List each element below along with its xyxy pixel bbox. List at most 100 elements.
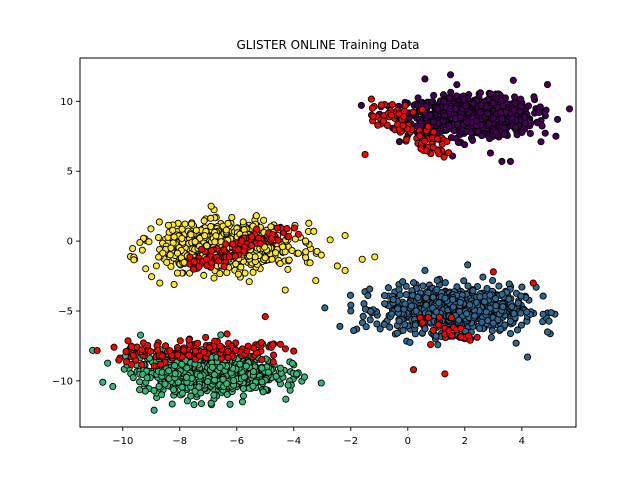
data-point-series-4 [154, 233, 163, 242]
points-layer [89, 71, 574, 414]
data-point-series-1 [524, 102, 533, 110]
data-point-series-1 [512, 123, 520, 131]
data-point-series-4 [164, 221, 173, 229]
data-point-series-5 [93, 346, 101, 355]
data-point-series-1 [498, 157, 506, 165]
data-point-series-5 [430, 128, 438, 136]
data-point-series-2 [433, 276, 441, 284]
data-point-series-2 [498, 290, 506, 298]
data-point-series-4 [251, 253, 259, 261]
data-point-series-2 [402, 291, 410, 299]
data-point-series-1 [511, 93, 519, 101]
data-point-series-1 [500, 124, 509, 132]
data-point-series-2 [514, 299, 522, 307]
data-point-series-5 [225, 253, 234, 261]
data-point-series-4 [276, 259, 284, 268]
data-point-series-1 [451, 115, 460, 123]
data-point-series-2 [386, 323, 394, 331]
data-point-series-5 [202, 333, 210, 341]
data-point-series-3 [129, 374, 137, 382]
data-point-series-1 [508, 115, 516, 123]
x-tick-label: −6 [229, 436, 244, 447]
data-point-series-1 [452, 134, 460, 143]
data-point-series-4 [142, 265, 150, 273]
y-tick-label: −10 [52, 376, 73, 387]
data-point-series-5 [138, 346, 146, 354]
data-point-series-3 [204, 378, 212, 386]
data-point-series-5 [269, 341, 277, 349]
data-point-series-5 [379, 117, 388, 125]
data-point-series-1 [509, 76, 517, 84]
data-point-series-1 [510, 106, 518, 114]
data-point-series-4 [306, 259, 314, 267]
data-point-series-2 [388, 310, 396, 318]
data-point-series-2 [399, 278, 407, 286]
data-point-series-5 [290, 224, 298, 232]
data-point-series-5 [273, 224, 282, 232]
data-point-series-1 [454, 120, 462, 129]
data-point-series-5 [220, 262, 228, 271]
data-point-series-5 [231, 252, 239, 260]
data-point-series-5 [190, 258, 198, 266]
data-point-series-3 [155, 382, 163, 391]
data-point-series-5 [294, 230, 302, 238]
data-point-series-2 [441, 279, 449, 287]
data-point-series-1 [460, 95, 468, 103]
data-point-series-3 [183, 373, 191, 381]
data-point-series-4 [191, 238, 199, 246]
data-point-series-3 [259, 388, 267, 396]
data-point-series-2 [517, 292, 525, 300]
data-point-series-2 [389, 296, 397, 304]
data-point-series-1 [516, 108, 524, 116]
data-point-series-4 [136, 238, 144, 247]
data-point-series-5 [268, 234, 276, 243]
data-point-series-5 [377, 101, 386, 109]
data-point-series-2 [512, 339, 520, 347]
data-point-series-3 [236, 360, 244, 368]
data-point-series-2 [456, 298, 464, 306]
y-tick-label: 5 [67, 167, 73, 178]
data-point-series-2 [488, 327, 496, 335]
data-point-series-4 [173, 249, 182, 257]
data-point-series-4 [207, 202, 215, 210]
data-point-series-4 [138, 246, 146, 254]
data-point-series-4 [155, 218, 163, 226]
data-point-series-5 [424, 123, 432, 131]
data-point-series-3 [282, 395, 290, 403]
data-point-series-5 [387, 111, 395, 119]
data-point-series-4 [216, 270, 224, 278]
data-point-series-2 [523, 308, 531, 316]
data-point-series-2 [401, 300, 409, 308]
data-point-series-5 [129, 351, 137, 359]
data-point-series-2 [411, 321, 419, 329]
data-point-series-5 [269, 358, 277, 366]
data-point-series-4 [147, 225, 155, 233]
data-point-series-1 [453, 81, 461, 89]
data-point-series-5 [247, 242, 256, 250]
data-point-series-1 [467, 128, 475, 137]
data-point-series-2 [518, 283, 526, 291]
data-point-series-3 [104, 359, 112, 367]
data-point-series-2 [455, 316, 463, 324]
data-point-series-3 [208, 363, 216, 371]
data-point-series-5 [110, 343, 118, 351]
data-point-series-4 [285, 256, 293, 264]
data-point-series-3 [136, 386, 144, 394]
data-point-series-2 [359, 312, 367, 320]
data-point-series-4 [156, 279, 164, 287]
data-point-series-5 [229, 240, 237, 248]
data-point-series-5 [409, 108, 417, 116]
data-point-series-2 [495, 282, 503, 290]
data-point-series-4 [294, 249, 302, 257]
data-point-series-4 [192, 226, 200, 234]
data-point-series-3 [238, 398, 247, 406]
data-point-series-2 [393, 329, 401, 337]
data-point-series-5 [254, 234, 263, 242]
data-point-series-4 [173, 269, 181, 277]
data-point-series-1 [535, 108, 543, 117]
x-tick-label: −4 [286, 436, 301, 447]
data-point-series-5 [123, 358, 131, 366]
data-point-series-5 [427, 340, 435, 349]
data-point-series-5 [127, 342, 136, 351]
data-point-series-2 [513, 326, 522, 334]
